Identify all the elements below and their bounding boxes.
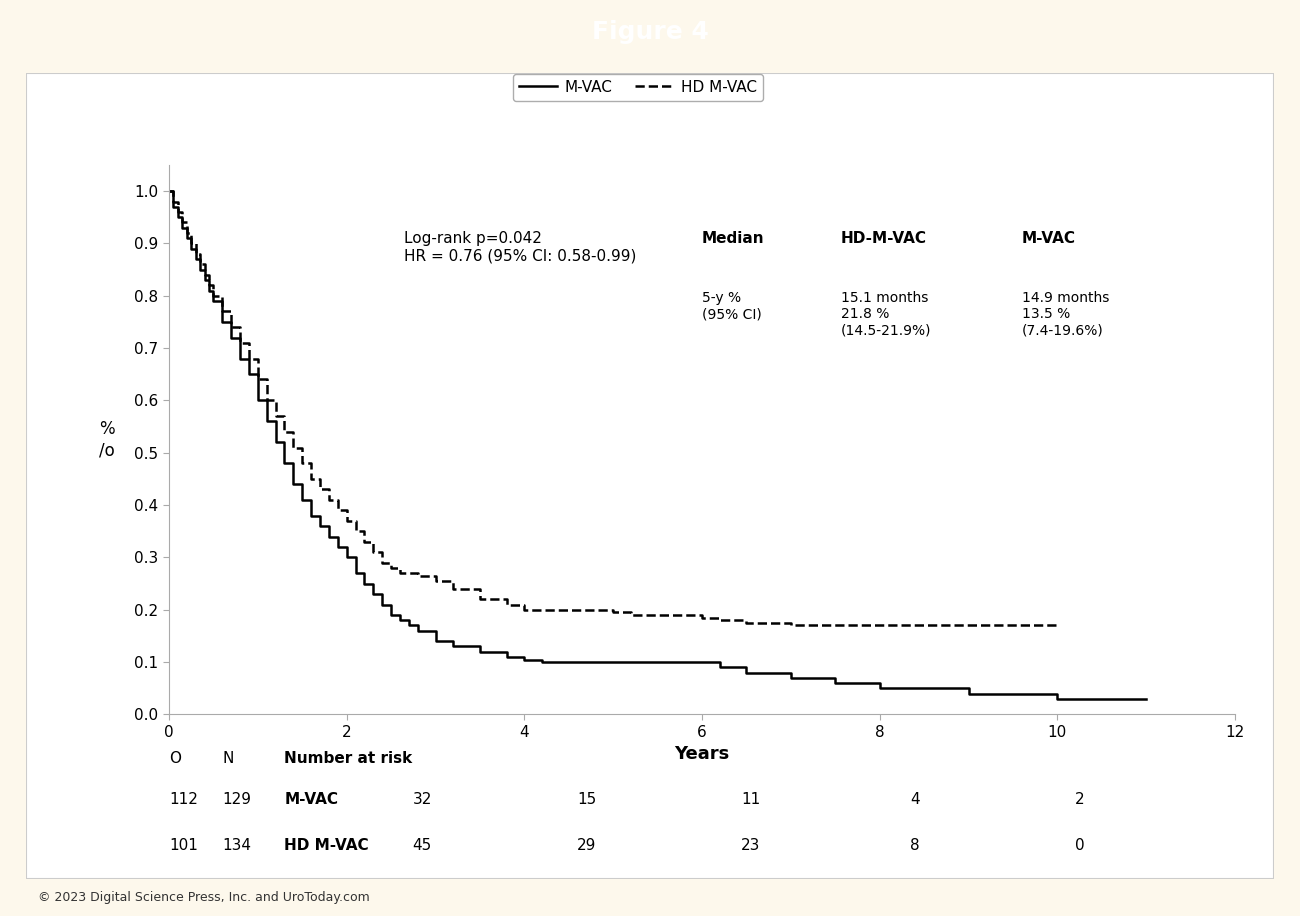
- M-VAC: [205, 296, 221, 307]
- Text: Number at risk: Number at risk: [285, 751, 412, 766]
- M-VAC: [161, 186, 177, 197]
- M-VAC: [187, 254, 203, 265]
- HD M-VAC: [1049, 620, 1065, 631]
- HD M-VAC: [384, 562, 399, 573]
- Text: N: N: [222, 751, 234, 766]
- Text: 23: 23: [741, 838, 760, 853]
- Text: 11: 11: [741, 792, 760, 807]
- Line: HD M-VAC: HD M-VAC: [169, 191, 1057, 626]
- HD M-VAC: [783, 620, 798, 631]
- M-VAC: [738, 667, 754, 678]
- M-VAC: [233, 353, 248, 364]
- Text: 5-y %
(95% CI): 5-y % (95% CI): [702, 291, 762, 322]
- Text: Log-rank p=0.042
HR = 0.76 (95% CI: 0.58-0.99): Log-rank p=0.042 HR = 0.76 (95% CI: 0.58…: [403, 231, 636, 263]
- Text: © 2023 Digital Science Press, Inc. and UroToday.com: © 2023 Digital Science Press, Inc. and U…: [39, 891, 370, 904]
- Text: 45: 45: [412, 838, 432, 853]
- Y-axis label: %
/o: % /o: [99, 420, 114, 459]
- Text: Figure 4: Figure 4: [592, 20, 708, 44]
- M-VAC: [294, 495, 311, 506]
- Legend: M-VAC, HD M-VAC: M-VAC, HD M-VAC: [512, 73, 763, 101]
- Text: 8: 8: [910, 838, 920, 853]
- Text: 4: 4: [910, 792, 920, 807]
- Text: 2: 2: [1075, 792, 1084, 807]
- Text: 101: 101: [169, 838, 198, 853]
- Text: 14.9 months
13.5 %
(7.4-19.6%): 14.9 months 13.5 % (7.4-19.6%): [1022, 291, 1109, 338]
- Text: M-VAC: M-VAC: [285, 792, 338, 807]
- HD M-VAC: [428, 575, 443, 586]
- M-VAC: [1139, 693, 1154, 704]
- HD M-VAC: [588, 605, 603, 616]
- Text: 15.1 months
21.8 %
(14.5-21.9%): 15.1 months 21.8 % (14.5-21.9%): [841, 291, 931, 338]
- Text: 112: 112: [169, 792, 198, 807]
- HD M-VAC: [393, 568, 408, 579]
- Text: 29: 29: [577, 838, 597, 853]
- Text: 15: 15: [577, 792, 597, 807]
- Text: 129: 129: [222, 792, 251, 807]
- HD M-VAC: [712, 615, 728, 626]
- Line: M-VAC: M-VAC: [169, 191, 1147, 699]
- M-VAC: [961, 688, 976, 699]
- HD M-VAC: [242, 353, 257, 364]
- Text: 134: 134: [222, 838, 251, 853]
- Text: M-VAC: M-VAC: [1022, 231, 1076, 245]
- Text: HD-M-VAC: HD-M-VAC: [841, 231, 927, 245]
- FancyBboxPatch shape: [26, 73, 1274, 879]
- M-VAC: [1049, 693, 1065, 704]
- HD M-VAC: [161, 186, 177, 197]
- Text: 32: 32: [412, 792, 432, 807]
- Text: O: O: [169, 751, 181, 766]
- Text: HD M-VAC: HD M-VAC: [285, 838, 369, 853]
- Text: Median: Median: [702, 231, 764, 245]
- Text: 0: 0: [1075, 838, 1084, 853]
- X-axis label: Years: Years: [675, 746, 729, 763]
